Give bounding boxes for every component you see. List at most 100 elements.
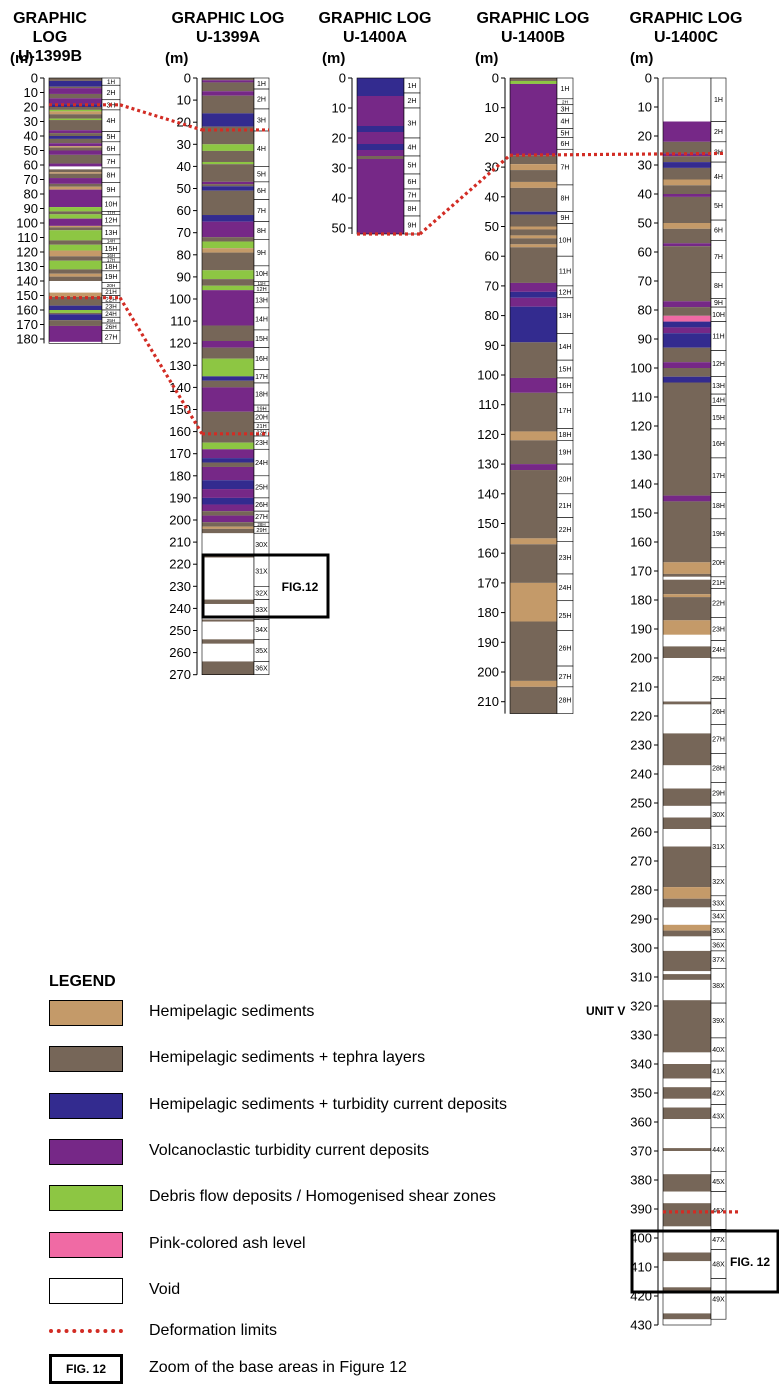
- lithology-segment-tephra: [663, 1203, 711, 1227]
- depth-tick-label: 230: [630, 738, 652, 753]
- depth-tick-label: 70: [24, 172, 38, 187]
- lithology-segment-tephra: [202, 639, 254, 644]
- lithology-segment-tephra: [510, 686, 557, 714]
- core-box: [253, 661, 270, 676]
- lithology-segment-tephra: [49, 240, 102, 245]
- lithology-segment-tephra: [202, 237, 254, 242]
- lithology-segment-tephra: [663, 597, 711, 621]
- lithology-segment-hemipelagic: [510, 582, 557, 622]
- lithology-segment-tephra: [663, 246, 711, 302]
- depth-tick-label: 110: [631, 390, 652, 405]
- depth-tick-label: 130: [477, 457, 499, 472]
- depth-tick-label: 160: [477, 546, 499, 561]
- core-label: 9H: [408, 222, 417, 229]
- core-label: 3H: [257, 117, 266, 124]
- core-label: 24H: [559, 585, 572, 592]
- depth-tick-label: 10: [638, 100, 652, 115]
- lithology-segment-tephra: [663, 573, 711, 577]
- depth-tick-label: 290: [630, 912, 652, 927]
- lithology-segment-hemipelagic: [49, 225, 102, 228]
- depth-tick-label: 50: [638, 216, 652, 231]
- lithology-segment-tephra: [49, 173, 102, 179]
- lithology-segment-volcanoclastic: [663, 362, 711, 368]
- depth-tick-label: 10: [332, 101, 346, 116]
- lithology-segment-tephra: [202, 325, 254, 341]
- depth-tick-label: 60: [24, 158, 38, 173]
- lithology-segment-hemipelagic: [663, 887, 711, 899]
- lithology-segment-turbidity_blue: [49, 80, 102, 87]
- lithology-segment-tephra: [663, 1064, 711, 1079]
- core-label: 4H: [257, 146, 266, 153]
- core-label: 14H: [255, 316, 268, 323]
- lithology-segment-volcanoclastic: [663, 194, 711, 197]
- deformation-limit-line: [418, 154, 512, 236]
- depth-tick-label: 20: [638, 129, 652, 144]
- lithology-segment-tephra: [202, 184, 254, 187]
- depth-tick-label: 200: [169, 513, 191, 528]
- unit-label-u1400a: (m): [322, 50, 346, 67]
- legend-swatch: [49, 1139, 123, 1165]
- lithology-segment-turbidity_blue: [202, 458, 254, 463]
- lithology-segment-turbidity_blue: [357, 78, 404, 96]
- lithology-segment-tephra: [510, 229, 557, 236]
- core-label: 10H: [255, 271, 268, 278]
- lithology-segment-hemipelagic: [663, 594, 711, 598]
- lithology-segment-volcanoclastic: [510, 83, 557, 156]
- depth-tick-label: 90: [24, 201, 38, 216]
- depth-tick-label: 210: [169, 535, 191, 550]
- core-label: 14H: [712, 397, 725, 404]
- depth-tick-label: 140: [630, 477, 652, 492]
- core-label: 26H: [255, 502, 268, 509]
- core-label: 7H: [408, 192, 417, 199]
- depth-tick-label: 200: [477, 665, 499, 680]
- lithology-segment-volcanoclastic: [49, 178, 102, 184]
- lithology-segment-tephra: [510, 187, 557, 212]
- lithology-segment-hemipelagic: [663, 179, 711, 186]
- depth-tick-label: 20: [332, 131, 346, 146]
- lithology-segment-turbidity_blue: [202, 186, 254, 191]
- legend-swatch: [49, 1093, 123, 1119]
- lithology-segment-tephra: [49, 138, 102, 144]
- depth-tick-label: 40: [485, 189, 499, 204]
- core-label: 12H: [256, 287, 266, 293]
- lithology-segment-turbidity_blue: [202, 480, 254, 490]
- lithology-segment-void: [49, 166, 102, 170]
- core-label: 24H: [105, 311, 116, 318]
- depth-tick-label: 180: [630, 593, 652, 608]
- core-label: 1H: [257, 81, 266, 88]
- lithology-segment-tephra: [663, 788, 711, 806]
- depth-tick-label: 100: [16, 216, 38, 231]
- core-label: 6H: [561, 141, 570, 148]
- core-box: [101, 329, 121, 344]
- core-label: 3H: [561, 107, 570, 114]
- core-label: 28H: [712, 766, 725, 773]
- lithology-segment-tephra: [663, 898, 711, 908]
- core-label: 20H: [559, 476, 572, 483]
- depth-tick-label: 70: [638, 274, 652, 289]
- depth-tick-label: 160: [169, 424, 191, 439]
- log-column-u1400a: 1H 2H 3H 4H 5H 6H 7H 8H 9H 0 10 20 30 40 50: [332, 71, 421, 236]
- lithology-segment-tephra: [663, 1000, 711, 1053]
- lithology-segment-tephra: [510, 392, 557, 432]
- lithology-segment-tephra: [202, 279, 254, 286]
- lithology-segment-tephra: [202, 78, 254, 81]
- core-label: 5H: [561, 130, 570, 137]
- lithology-segment-tephra: [49, 211, 102, 215]
- lithology-segment-tephra: [202, 150, 254, 162]
- depth-tick-label: 430: [630, 1318, 652, 1333]
- core-label: 18H: [105, 264, 118, 271]
- core-label: 1H: [714, 97, 723, 104]
- depth-tick-label: 60: [177, 203, 191, 218]
- lithology-segment-void: [663, 979, 711, 1001]
- core-label: 36X: [255, 666, 268, 673]
- depth-tick-label: 140: [16, 274, 38, 289]
- lithology-segment-void: [202, 533, 254, 556]
- lithology-segment-tephra: [510, 155, 557, 165]
- legend-swatch: [49, 1278, 123, 1304]
- lithology-segment-hemipelagic: [510, 181, 557, 188]
- depth-tick-label: 20: [24, 100, 38, 115]
- lithology-segment-volcanoclastic: [202, 290, 254, 326]
- depth-tick-label: 30: [638, 158, 652, 173]
- core-label: 31X: [712, 844, 725, 851]
- lithology-segment-tephra: [663, 368, 711, 377]
